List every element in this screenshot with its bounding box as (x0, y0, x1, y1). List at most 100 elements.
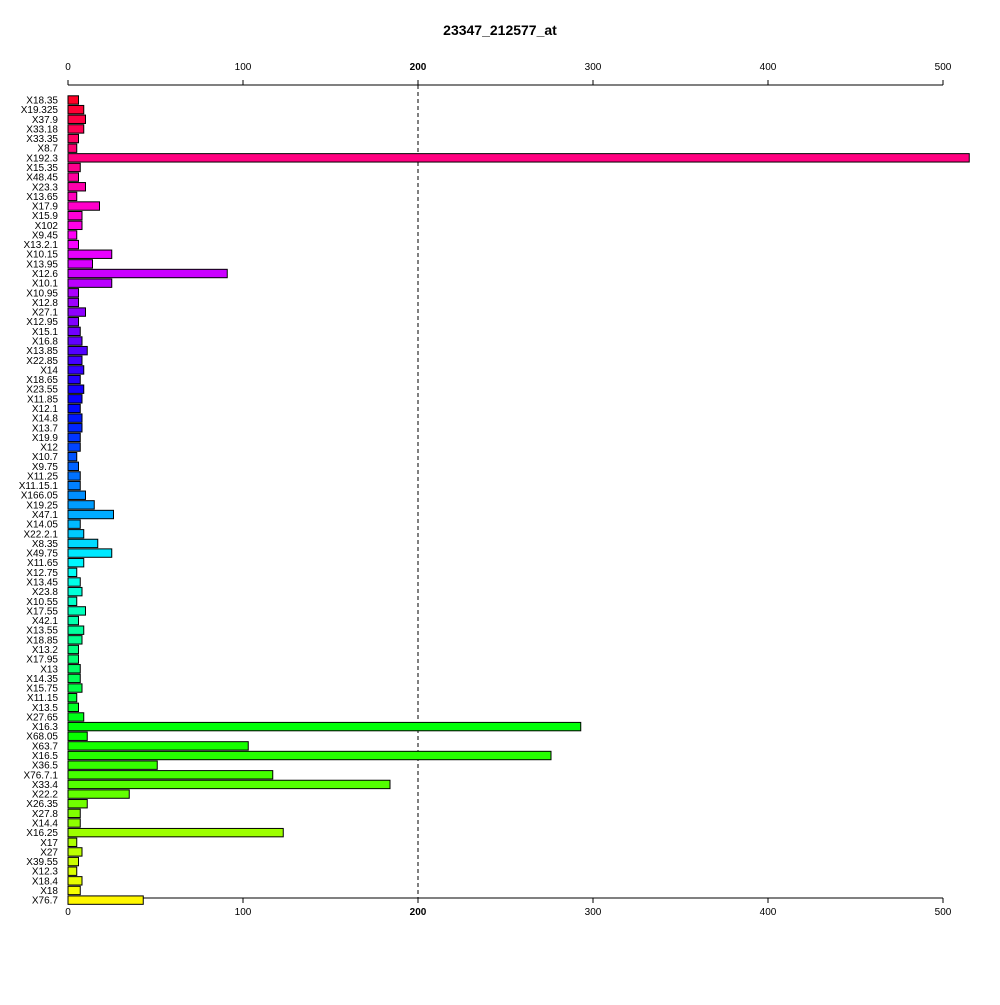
category-label: X18 (40, 886, 58, 897)
bar (67, 654, 79, 664)
category-label: X15.75 (26, 684, 58, 695)
bar (67, 519, 81, 529)
bar (67, 451, 78, 462)
bar (67, 799, 88, 809)
category-label: X10.15 (26, 250, 58, 261)
category-label: X18.85 (26, 635, 58, 646)
category-label: X22.2 (32, 790, 59, 801)
category-label: X102 (35, 221, 59, 232)
bar (67, 615, 79, 626)
bar (67, 432, 81, 443)
category-label: X13.2.1 (24, 240, 59, 251)
bar (67, 895, 144, 905)
x-tick-label-bottom: 200 (410, 907, 427, 918)
category-label: X192.3 (26, 153, 58, 164)
category-label: X11.15 (27, 693, 58, 704)
bar (67, 692, 78, 703)
bar (67, 336, 83, 346)
category-label: X76.7.1 (24, 770, 59, 781)
category-label: X48.45 (26, 173, 58, 184)
category-label: X17.55 (26, 606, 58, 617)
category-label: X8.35 (32, 539, 59, 550)
bar (67, 423, 83, 433)
category-label: X11.15.1 (19, 481, 59, 492)
bar (67, 567, 78, 578)
bar (67, 847, 83, 857)
category-label: X13 (40, 664, 58, 675)
category-label: X17.95 (26, 655, 58, 666)
category-label: X63.7 (32, 741, 59, 752)
bar (67, 355, 83, 365)
bar (67, 143, 78, 153)
bar (67, 827, 284, 838)
category-label: X27.8 (32, 809, 59, 820)
bar (67, 548, 113, 558)
bar (67, 702, 79, 713)
category-label: X12.75 (26, 568, 58, 579)
category-label: X68.05 (26, 732, 58, 743)
category-label: X12 (40, 443, 58, 454)
category-label: X14.05 (26, 520, 58, 531)
bar (67, 374, 81, 385)
category-label: X16.5 (32, 751, 59, 762)
bar (67, 124, 85, 134)
bar (67, 529, 85, 539)
category-label: X27 (40, 847, 58, 858)
bar (67, 394, 83, 404)
bar (67, 365, 85, 375)
bar (67, 644, 79, 655)
category-label: X13.55 (26, 626, 58, 637)
bar (67, 268, 228, 279)
bar (67, 345, 88, 356)
category-label: X10.1 (32, 279, 59, 290)
bar (67, 673, 81, 684)
category-label: X19.9 (32, 433, 59, 444)
category-label: X23.55 (26, 385, 58, 396)
category-label: X12.3 (32, 867, 59, 878)
bar (67, 770, 274, 780)
bar (67, 856, 79, 867)
category-label: X42.1 (32, 616, 59, 627)
x-tick-label-top: 200 (410, 62, 427, 73)
bar (67, 278, 113, 288)
category-label: X19.325 (21, 105, 59, 116)
bar (67, 297, 79, 308)
bar (67, 210, 83, 221)
category-label: X16.3 (32, 722, 59, 733)
category-label: X18.65 (26, 375, 58, 386)
category-label: X13.65 (26, 192, 58, 203)
category-label: X76.7 (32, 896, 59, 907)
bar (67, 403, 81, 414)
bar (67, 538, 99, 549)
bar (67, 779, 391, 790)
bar (67, 866, 78, 876)
bar (67, 413, 83, 423)
bar (67, 95, 79, 105)
category-label: X13.2 (32, 645, 59, 656)
category-label: X11.25 (27, 471, 58, 482)
bar (67, 471, 81, 481)
bar (67, 326, 81, 337)
x-tick-label-top: 500 (935, 62, 952, 73)
x-tick-label-top: 100 (235, 62, 252, 73)
bar (67, 500, 95, 510)
bar (67, 201, 100, 211)
category-label: X15.9 (32, 211, 59, 222)
bar (67, 230, 78, 240)
bar (67, 577, 81, 587)
bar (67, 133, 79, 144)
bar (67, 239, 79, 250)
bar (67, 606, 86, 616)
category-label: X39.55 (26, 857, 58, 868)
bar (67, 384, 85, 394)
bar (67, 509, 114, 520)
category-label: X49.75 (26, 549, 58, 560)
category-label: X13.5 (32, 703, 59, 714)
category-label: X19.25 (26, 500, 58, 511)
category-label: X15.1 (32, 327, 59, 338)
bar (67, 625, 85, 635)
x-tick-label-bottom: 0 (65, 907, 71, 918)
category-label: X13.95 (26, 259, 58, 270)
category-label: X13.7 (32, 423, 59, 434)
